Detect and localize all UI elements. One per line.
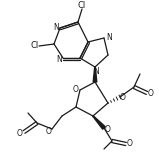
Text: N: N (106, 33, 112, 41)
Text: O: O (105, 126, 111, 135)
Text: Cl: Cl (78, 2, 86, 10)
Text: O: O (46, 128, 52, 136)
Text: O: O (73, 85, 79, 95)
Text: Cl: Cl (31, 41, 39, 50)
Text: O: O (17, 130, 23, 138)
Text: O: O (148, 90, 154, 98)
Text: N: N (53, 24, 59, 33)
Polygon shape (93, 116, 105, 129)
Text: N: N (93, 67, 99, 76)
Text: O: O (127, 140, 133, 149)
Polygon shape (93, 67, 97, 82)
Text: O: O (120, 93, 126, 102)
Text: N: N (56, 55, 62, 64)
